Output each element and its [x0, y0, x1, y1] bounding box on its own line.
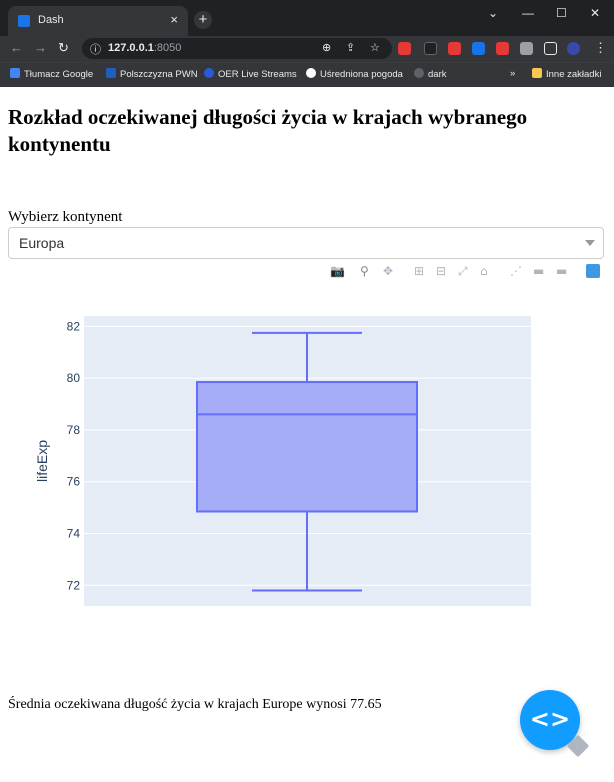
new-tab-button[interactable]: + — [194, 11, 212, 29]
average-life-expectancy-text: Średnia oczekiwana długość życia w kraja… — [8, 697, 382, 712]
extension-video-icon[interactable] — [472, 42, 485, 55]
y-tick-label: 80 — [67, 371, 81, 385]
url-host: 127.0.0.1 — [108, 42, 154, 54]
address-bar[interactable]: ⓘ 127.0.0.1:8050 ⊕ ⇪ ☆ — [82, 38, 392, 59]
translate-icon — [10, 68, 20, 78]
zoom-icon[interactable]: ⚲ — [360, 264, 369, 278]
zoom-out-icon[interactable]: ⊟ — [436, 264, 447, 278]
bookmarks-bar: Tłumacz Google Polszczyzna PWN OER Live … — [0, 62, 614, 87]
zoom-in-icon[interactable]: ⊞ — [414, 264, 425, 278]
bookmark-item[interactable]: OER Live Streams — [204, 68, 297, 80]
profile-avatar[interactable] — [567, 42, 580, 55]
tab-strip: Dash × + ⌄ — ☐ ✕ — [0, 0, 614, 36]
bookmark-item[interactable]: Uśredniona pogoda — [306, 68, 403, 80]
y-tick-label: 72 — [67, 578, 81, 592]
chevron-down-icon[interactable] — [585, 240, 595, 246]
globe-icon — [414, 68, 424, 78]
plotly-logo-icon[interactable] — [586, 264, 600, 278]
forward-icon[interactable]: → — [34, 40, 47, 55]
y-tick-label: 82 — [67, 319, 81, 333]
page-content: Rozkład oczekiwanej długości życia w kra… — [0, 86, 614, 782]
boxplot-chart: 72 74 76 78 80 82 lifeExp — [34, 316, 531, 606]
dropdown-selected-value: Europa — [19, 235, 65, 251]
y-tick-labels: 72 74 76 78 80 82 — [67, 319, 81, 592]
side-panel-icon[interactable] — [544, 42, 557, 55]
minimize-icon[interactable]: — — [522, 6, 534, 20]
continent-dropdown[interactable]: Europa — [8, 227, 604, 259]
spike-lines-icon[interactable]: ⋰ — [510, 264, 522, 278]
tab-close-icon[interactable]: × — [170, 12, 178, 27]
page-title: Rozkład oczekiwanej długości życia w kra… — [8, 105, 528, 156]
window-close-icon[interactable]: ✕ — [590, 6, 601, 20]
extension-dark-icon[interactable] — [424, 42, 437, 55]
browser-toolbar: ← → ↻ ⓘ 127.0.0.1:8050 ⊕ ⇪ ☆ ⋮ — [0, 36, 614, 62]
oer-icon — [204, 68, 214, 78]
hover-closest-icon[interactable]: ▬ — [533, 264, 545, 278]
autoscale-icon[interactable]: ⤢ — [458, 264, 468, 278]
site-info-icon[interactable]: ⓘ — [90, 44, 101, 56]
bookmark-star-icon[interactable]: ☆ — [370, 42, 380, 54]
iqr-box[interactable] — [196, 381, 418, 513]
tab-search-icon[interactable]: ⌄ — [488, 6, 499, 20]
address-url: 127.0.0.1:8050 — [108, 42, 181, 54]
reload-icon[interactable]: ↻ — [58, 40, 69, 55]
back-icon[interactable]: ← — [10, 40, 23, 55]
camera-icon[interactable]: 📷 — [330, 264, 345, 278]
dash-favicon-icon — [18, 15, 30, 27]
dash-debug-button[interactable]: <> — [520, 690, 580, 750]
extension-save-icon[interactable] — [496, 42, 509, 55]
y-tick-label: 76 — [67, 475, 81, 489]
url-port: :8050 — [153, 42, 182, 54]
bookmarks-more-icon[interactable]: » — [510, 68, 516, 79]
bookmark-item[interactable]: Polszczyzna PWN — [106, 68, 198, 80]
browser-chrome: Dash × + ⌄ — ☐ ✕ ← → ↻ ⓘ 127.0.0.1:8050 … — [0, 0, 614, 87]
y-tick-label: 74 — [67, 527, 81, 541]
box-trace[interactable] — [196, 331, 418, 592]
extension-arrow-icon[interactable] — [448, 42, 461, 55]
y-axis-label: lifeExp — [34, 440, 50, 482]
other-bookmarks[interactable]: Inne zakładki — [532, 68, 601, 80]
share-icon[interactable]: ⇪ — [346, 42, 356, 54]
menu-icon[interactable]: ⋮ — [594, 40, 607, 55]
tab-dash[interactable]: Dash × — [8, 6, 188, 36]
pan-icon[interactable]: ✥ — [383, 264, 394, 278]
maximize-icon[interactable]: ☐ — [556, 6, 567, 20]
pwn-icon — [106, 68, 116, 78]
dropdown-label: Wybierz kontynent — [8, 209, 123, 225]
hover-compare-icon[interactable]: ▬ — [556, 264, 568, 278]
code-brackets-icon: <> — [529, 705, 571, 733]
tab-title: Dash — [38, 14, 64, 26]
zoom-page-icon[interactable]: ⊕ — [322, 42, 332, 54]
bookmark-item[interactable]: Tłumacz Google — [10, 68, 93, 80]
folder-icon — [532, 68, 542, 78]
extensions-puzzle-icon[interactable] — [520, 42, 533, 55]
reset-axes-icon[interactable]: ⌂ — [480, 264, 488, 278]
bookmark-item[interactable]: dark — [414, 68, 446, 80]
weather-icon — [306, 68, 316, 78]
extension-adblock-icon[interactable] — [398, 42, 411, 55]
y-tick-label: 78 — [67, 423, 81, 437]
